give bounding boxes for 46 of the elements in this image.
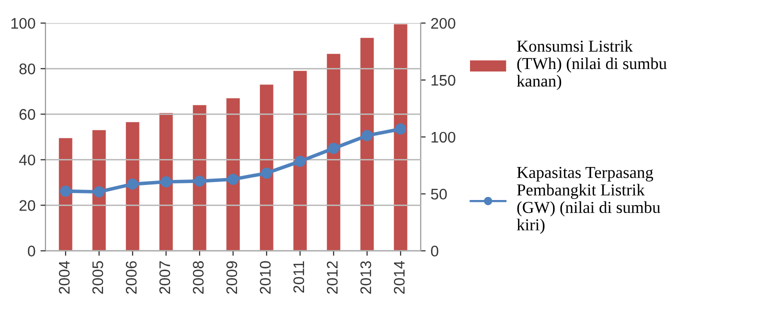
y2-tick-label: 0	[431, 246, 438, 256]
x-tick-label: 2007	[159, 261, 170, 294]
point	[94, 186, 105, 198]
y2-tick-label: 50	[431, 188, 447, 200]
y-tick-label: 20	[20, 200, 36, 211]
legend-label: Kapasitas Terpasang Pembangkit Listrik (GW) (nilai di sumbu kiri)	[516, 166, 660, 234]
y-tick-label: 60	[20, 109, 36, 120]
bar	[360, 38, 374, 251]
x-tick-label: 2012	[326, 261, 338, 294]
y-tick-label: 0	[28, 246, 36, 256]
bar	[260, 84, 274, 251]
bar	[126, 122, 140, 251]
point	[362, 130, 373, 142]
bar	[58, 138, 72, 251]
legend-label: Konsumsi Listrik (TWh) (nilai di sumbu kanan)	[516, 40, 667, 90]
y-tick-label: 80	[19, 64, 36, 74]
y2-tick-label: 200	[431, 18, 456, 29]
point	[127, 178, 138, 190]
point	[395, 123, 406, 135]
x-tick-label: 2013	[360, 261, 372, 294]
point	[261, 168, 272, 179]
x-tick-label: 2006	[126, 261, 137, 294]
x-tick-label: 2010	[260, 261, 271, 294]
point	[328, 142, 340, 154]
y2-tick-label: 100	[432, 132, 456, 143]
y-tick-label: 100	[11, 18, 36, 29]
x-tick-label: 2004	[58, 260, 70, 294]
point	[228, 174, 239, 185]
bar	[226, 98, 240, 251]
y2-tick-label: 150	[432, 74, 456, 86]
x-tick-label: 2008	[192, 261, 204, 294]
point	[294, 156, 306, 167]
point	[60, 186, 72, 197]
x-tick-label: 2011	[293, 261, 304, 293]
bar	[92, 130, 106, 251]
x-tick-label: 2014	[394, 260, 405, 294]
bar	[159, 113, 173, 251]
bar	[326, 54, 340, 251]
x-tick-label: 2005	[92, 261, 104, 294]
x-tick-label: 2009	[226, 261, 238, 294]
bar	[394, 24, 408, 251]
bar	[293, 70, 307, 251]
y-tick-label: 40	[19, 154, 36, 166]
point	[160, 176, 172, 188]
point	[194, 176, 206, 187]
bar	[192, 105, 206, 251]
